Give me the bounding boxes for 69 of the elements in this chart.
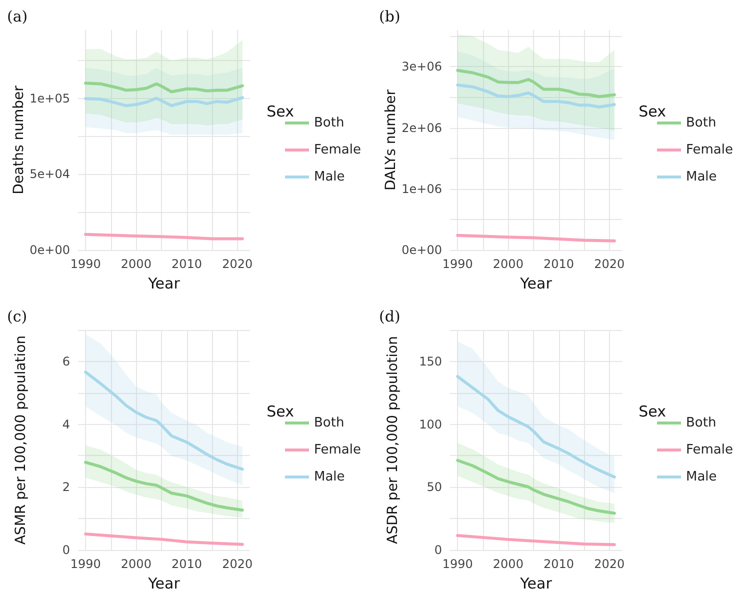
- y-tick-label: 6: [62, 354, 70, 368]
- x-axis-title: Year: [147, 574, 181, 592]
- y-tick-label: 5e+04: [30, 167, 70, 182]
- x-tick-label: 2010: [171, 257, 202, 271]
- chart-title: (c): [7, 308, 28, 326]
- legend-label: Male: [314, 470, 345, 484]
- line-series: [456, 534, 616, 546]
- y-tick-label: 150: [419, 354, 442, 368]
- legend-title: Sex: [638, 102, 666, 120]
- x-tick-label: 2020: [594, 257, 625, 271]
- legend-label: Female: [686, 442, 734, 458]
- x-tick-label: 1990: [70, 257, 101, 271]
- x-tick-label: 1990: [442, 257, 473, 271]
- legend-label: Male: [314, 170, 345, 184]
- x-tick-label: 2010: [543, 557, 574, 571]
- chart-title: (a): [7, 8, 28, 26]
- line-series: [456, 68, 616, 98]
- legend-title: Sex: [266, 102, 294, 120]
- legend-label: Both: [686, 416, 716, 430]
- y-tick-label: 100: [419, 417, 442, 432]
- legend-label: Female: [314, 442, 362, 458]
- line-series: [456, 458, 616, 515]
- y-tick-label: 2e+06: [402, 120, 442, 135]
- legend-label: Female: [314, 142, 362, 158]
- chart-title: (d): [379, 308, 400, 326]
- y-tick-label: 1e+05: [30, 91, 70, 106]
- legend-label: Male: [686, 470, 717, 484]
- x-tick-label: 1990: [442, 557, 473, 571]
- y-axis-title: ASDR per 100,000 populotion: [385, 336, 401, 544]
- x-tick-label: 2000: [120, 257, 152, 271]
- x-tick-label: 2000: [492, 557, 524, 571]
- chart-title: (b): [379, 8, 400, 26]
- x-tick-label: 2020: [594, 557, 625, 571]
- y-axis-title: ASMR per 100,000 population: [13, 335, 29, 545]
- legend-label: Both: [314, 416, 344, 430]
- line-series: [84, 96, 244, 108]
- legend-title: Sex: [638, 402, 666, 420]
- line-series: [84, 460, 244, 512]
- line-series: [456, 375, 616, 478]
- legend-label: Male: [686, 170, 717, 184]
- y-tick-label: 0: [434, 543, 442, 557]
- x-tick-label: 2010: [543, 257, 574, 271]
- y-tick-label: 2: [62, 480, 70, 494]
- y-tick-label: 4: [62, 417, 70, 432]
- legend-title: Sex: [266, 402, 294, 420]
- x-axis-title: Year: [147, 274, 181, 292]
- y-tick-label: 1e+06: [402, 182, 442, 196]
- y-tick-label: 0: [62, 543, 70, 557]
- x-tick-label: 2000: [492, 257, 524, 271]
- y-axis-title: Deaths number: [10, 85, 27, 194]
- legend-label: Female: [686, 142, 734, 158]
- y-tick-label: 50: [426, 480, 442, 494]
- y-tick-label: 0e+00: [402, 243, 442, 257]
- line-series: [84, 370, 244, 471]
- y-tick-label: 3e+06: [402, 60, 442, 74]
- line-series: [84, 82, 244, 94]
- x-axis-title: Year: [519, 574, 553, 592]
- x-tick-label: 2020: [222, 557, 253, 571]
- x-axis-title: Year: [519, 274, 553, 292]
- y-axis-title: DALYs number: [382, 89, 399, 190]
- x-tick-label: 2000: [120, 557, 152, 571]
- legend-label: Both: [686, 116, 716, 130]
- legend-label: Both: [314, 116, 344, 130]
- x-tick-label: 2020: [222, 257, 253, 271]
- y-tick-label: 0e+00: [30, 243, 70, 257]
- x-tick-label: 2010: [171, 557, 202, 571]
- x-tick-label: 1990: [70, 557, 101, 571]
- line-series: [84, 532, 244, 546]
- line-series: [456, 84, 616, 108]
